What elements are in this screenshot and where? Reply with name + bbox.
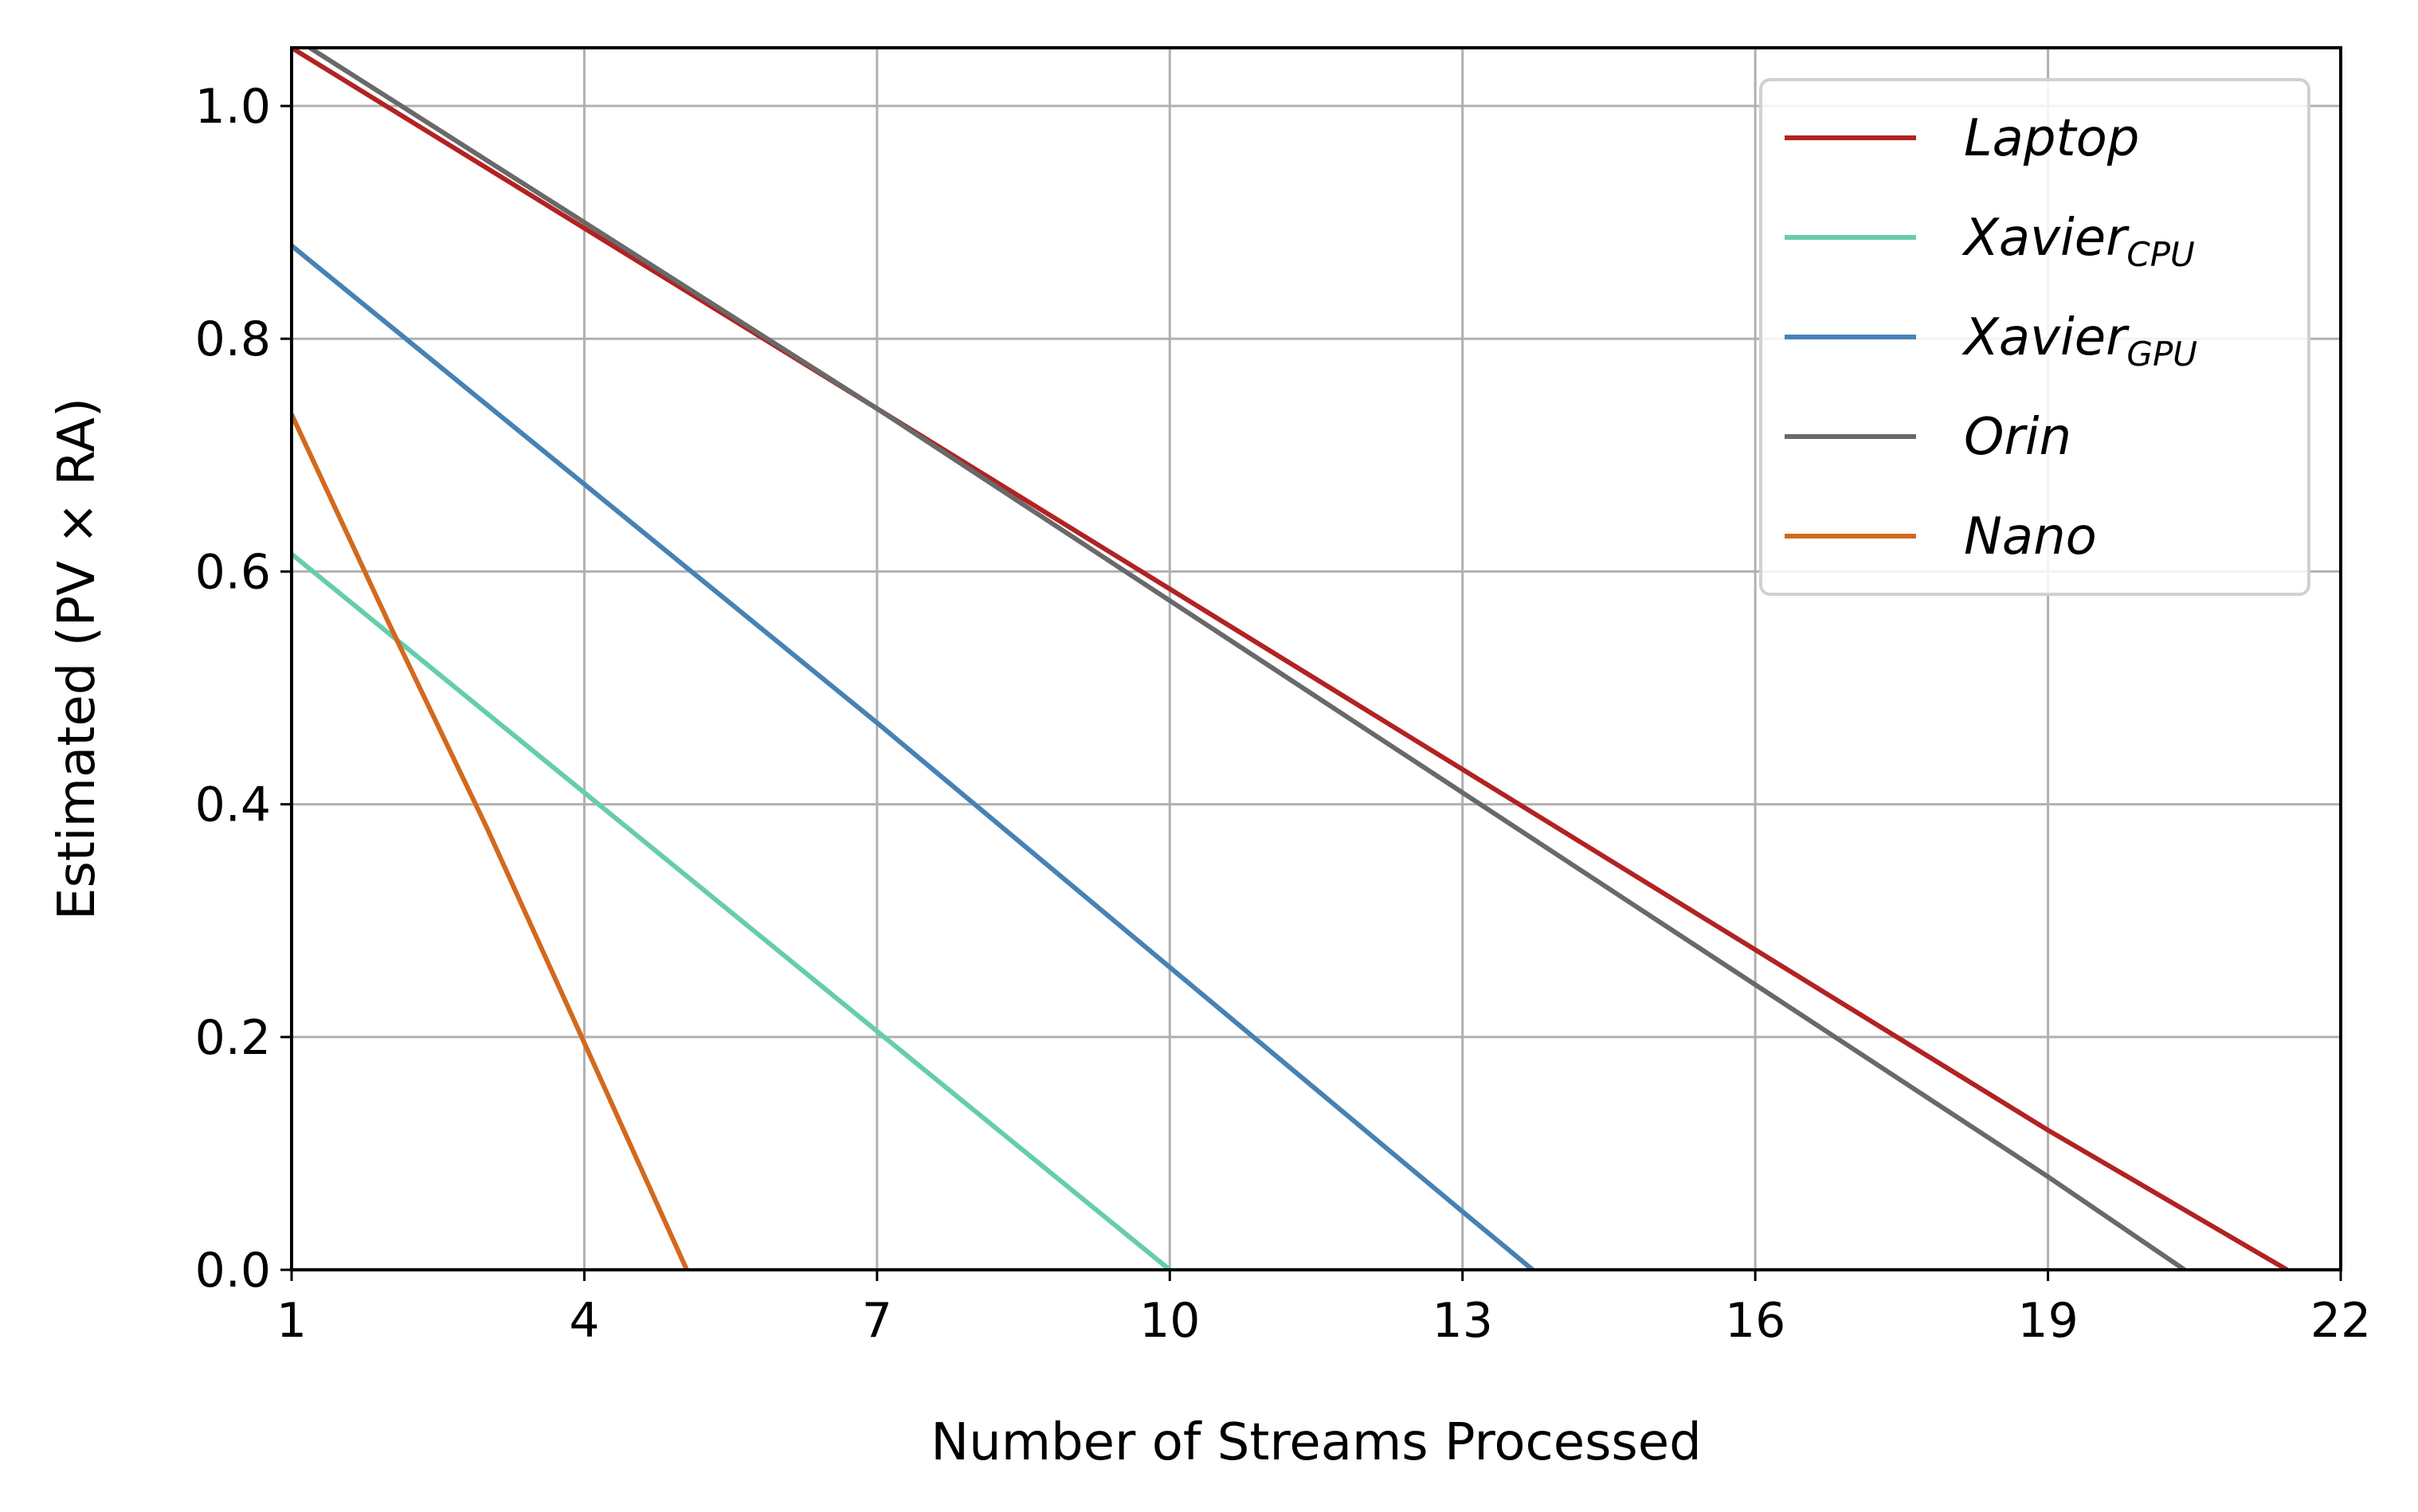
series-line-nano [292,413,689,1270]
series-line-xaviergpu [292,244,1534,1270]
x-tick-label: 13 [1432,1293,1493,1349]
series-line-orin [305,48,2186,1270]
y-axis-title: Estimated (PV × RA) [48,398,107,920]
y-axis: 0.0 0.2 0.4 0.6 0.8 1.0 [195,79,292,1299]
x-tick-label: 19 [2017,1293,2078,1349]
legend-label-base: Xavier [1961,209,2130,268]
legend-label-subscript: CPU [2126,235,2194,274]
plot-frame [290,46,2342,1271]
y-tick-label: 0.8 [195,311,271,367]
x-axis: 1 4 7 10 13 16 19 22 [276,1270,2371,1349]
legend-label: Laptop [1964,109,2139,168]
x-tick-label: 7 [862,1293,892,1349]
x-tick-label: 16 [1725,1293,1785,1349]
series-line-xaviercpu [292,552,1172,1270]
y-tick-label: 0.0 [195,1243,271,1299]
y-tick-label: 0.6 [195,544,271,600]
legend-label: XavierCPU [1961,209,2195,274]
y-tick-label: 1.0 [195,79,271,135]
legend-label: Nano [1964,507,2097,566]
series-lines [292,48,2289,1270]
legend-label-base: Nano [1964,507,2097,566]
legend-label: Orin [1964,408,2071,467]
legend-label: XavierGPU [1961,308,2197,374]
x-tick-label: 4 [569,1293,599,1349]
x-tick-label: 22 [2310,1293,2371,1349]
y-tick-label: 0.2 [195,1010,271,1066]
legend-label-base: Laptop [1964,109,2139,168]
x-axis-title: Number of Streams Processed [931,1413,1702,1472]
legend-label-base: Orin [1964,408,2071,467]
x-tick-label: 1 [276,1293,307,1349]
legend-label-subscript: GPU [2126,335,2197,374]
legend-label-base: Xavier [1961,308,2130,367]
y-tick-label: 0.4 [195,778,271,833]
x-tick-label: 10 [1139,1293,1200,1349]
legend-box [1759,78,2310,596]
series-line-laptop [292,48,2289,1270]
